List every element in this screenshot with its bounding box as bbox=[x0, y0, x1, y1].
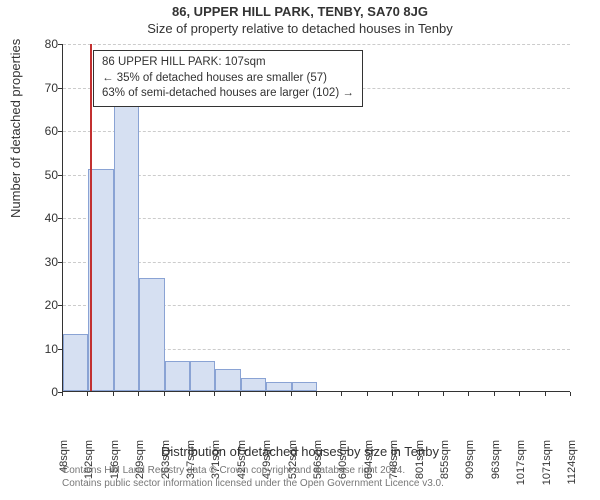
y-tick-mark bbox=[58, 218, 62, 219]
x-tick-mark bbox=[87, 392, 88, 396]
y-tick-label: 30 bbox=[40, 255, 58, 269]
x-tick-mark bbox=[291, 392, 292, 396]
x-tick-mark bbox=[392, 392, 393, 396]
y-tick-label: 40 bbox=[40, 211, 58, 225]
gridline bbox=[63, 44, 570, 45]
x-tick-mark bbox=[519, 392, 520, 396]
x-tick-mark bbox=[138, 392, 139, 396]
y-tick-mark bbox=[58, 175, 62, 176]
y-tick-label: 0 bbox=[40, 385, 58, 399]
y-tick-label: 20 bbox=[40, 298, 58, 312]
x-tick-mark bbox=[316, 392, 317, 396]
y-tick-mark bbox=[58, 44, 62, 45]
y-tick-label: 60 bbox=[40, 124, 58, 138]
x-tick-mark bbox=[62, 392, 63, 396]
attribution-text: Contains HM Land Registry data © Crown c… bbox=[62, 464, 444, 490]
x-tick-mark bbox=[265, 392, 266, 396]
y-tick-label: 80 bbox=[40, 37, 58, 51]
histogram-bar bbox=[292, 382, 317, 391]
x-tick-mark bbox=[367, 392, 368, 396]
chart-sub-title: Size of property relative to detached ho… bbox=[0, 19, 600, 40]
y-tick-mark bbox=[58, 88, 62, 89]
attribution-line-1: Contains HM Land Registry data © Crown c… bbox=[62, 464, 444, 477]
x-tick-mark bbox=[468, 392, 469, 396]
x-tick-mark bbox=[545, 392, 546, 396]
x-tick-mark bbox=[341, 392, 342, 396]
y-axis-label: Number of detached properties bbox=[8, 39, 23, 218]
x-tick-mark bbox=[240, 392, 241, 396]
x-tick-mark bbox=[570, 392, 571, 396]
y-tick-mark bbox=[58, 262, 62, 263]
x-tick-mark bbox=[113, 392, 114, 396]
property-marker-line bbox=[90, 44, 92, 391]
info-box: 86 UPPER HILL PARK: 107sqm← 35% of detac… bbox=[93, 50, 363, 107]
plot-area: 86 UPPER HILL PARK: 107sqm← 35% of detac… bbox=[62, 44, 570, 392]
x-tick-mark bbox=[189, 392, 190, 396]
y-tick-label: 10 bbox=[40, 342, 58, 356]
y-tick-mark bbox=[58, 349, 62, 350]
histogram-bar bbox=[266, 382, 291, 391]
y-tick-mark bbox=[58, 305, 62, 306]
info-box-line-2: ← 35% of detached houses are smaller (57… bbox=[102, 71, 354, 87]
histogram-bar bbox=[114, 100, 139, 391]
histogram-bar bbox=[190, 361, 215, 391]
chart-main-title: 86, UPPER HILL PARK, TENBY, SA70 8JG bbox=[0, 0, 600, 19]
histogram-bar bbox=[88, 169, 113, 391]
attribution-line-2: Contains public sector information licen… bbox=[62, 477, 444, 490]
y-tick-label: 50 bbox=[40, 168, 58, 182]
histogram-bar bbox=[215, 369, 240, 391]
x-tick-mark bbox=[214, 392, 215, 396]
x-tick-mark bbox=[164, 392, 165, 396]
info-box-line-3: 63% of semi-detached houses are larger (… bbox=[102, 86, 354, 102]
x-axis-label: Distribution of detached houses by size … bbox=[0, 444, 600, 459]
x-tick-mark bbox=[418, 392, 419, 396]
x-tick-mark bbox=[494, 392, 495, 396]
histogram-bar bbox=[139, 278, 164, 391]
x-tick-mark bbox=[443, 392, 444, 396]
y-tick-label: 70 bbox=[40, 81, 58, 95]
histogram-bar bbox=[241, 378, 266, 391]
y-tick-mark bbox=[58, 131, 62, 132]
histogram-bar bbox=[165, 361, 190, 391]
info-box-line-1: 86 UPPER HILL PARK: 107sqm bbox=[102, 55, 354, 71]
histogram-bar bbox=[63, 334, 88, 391]
